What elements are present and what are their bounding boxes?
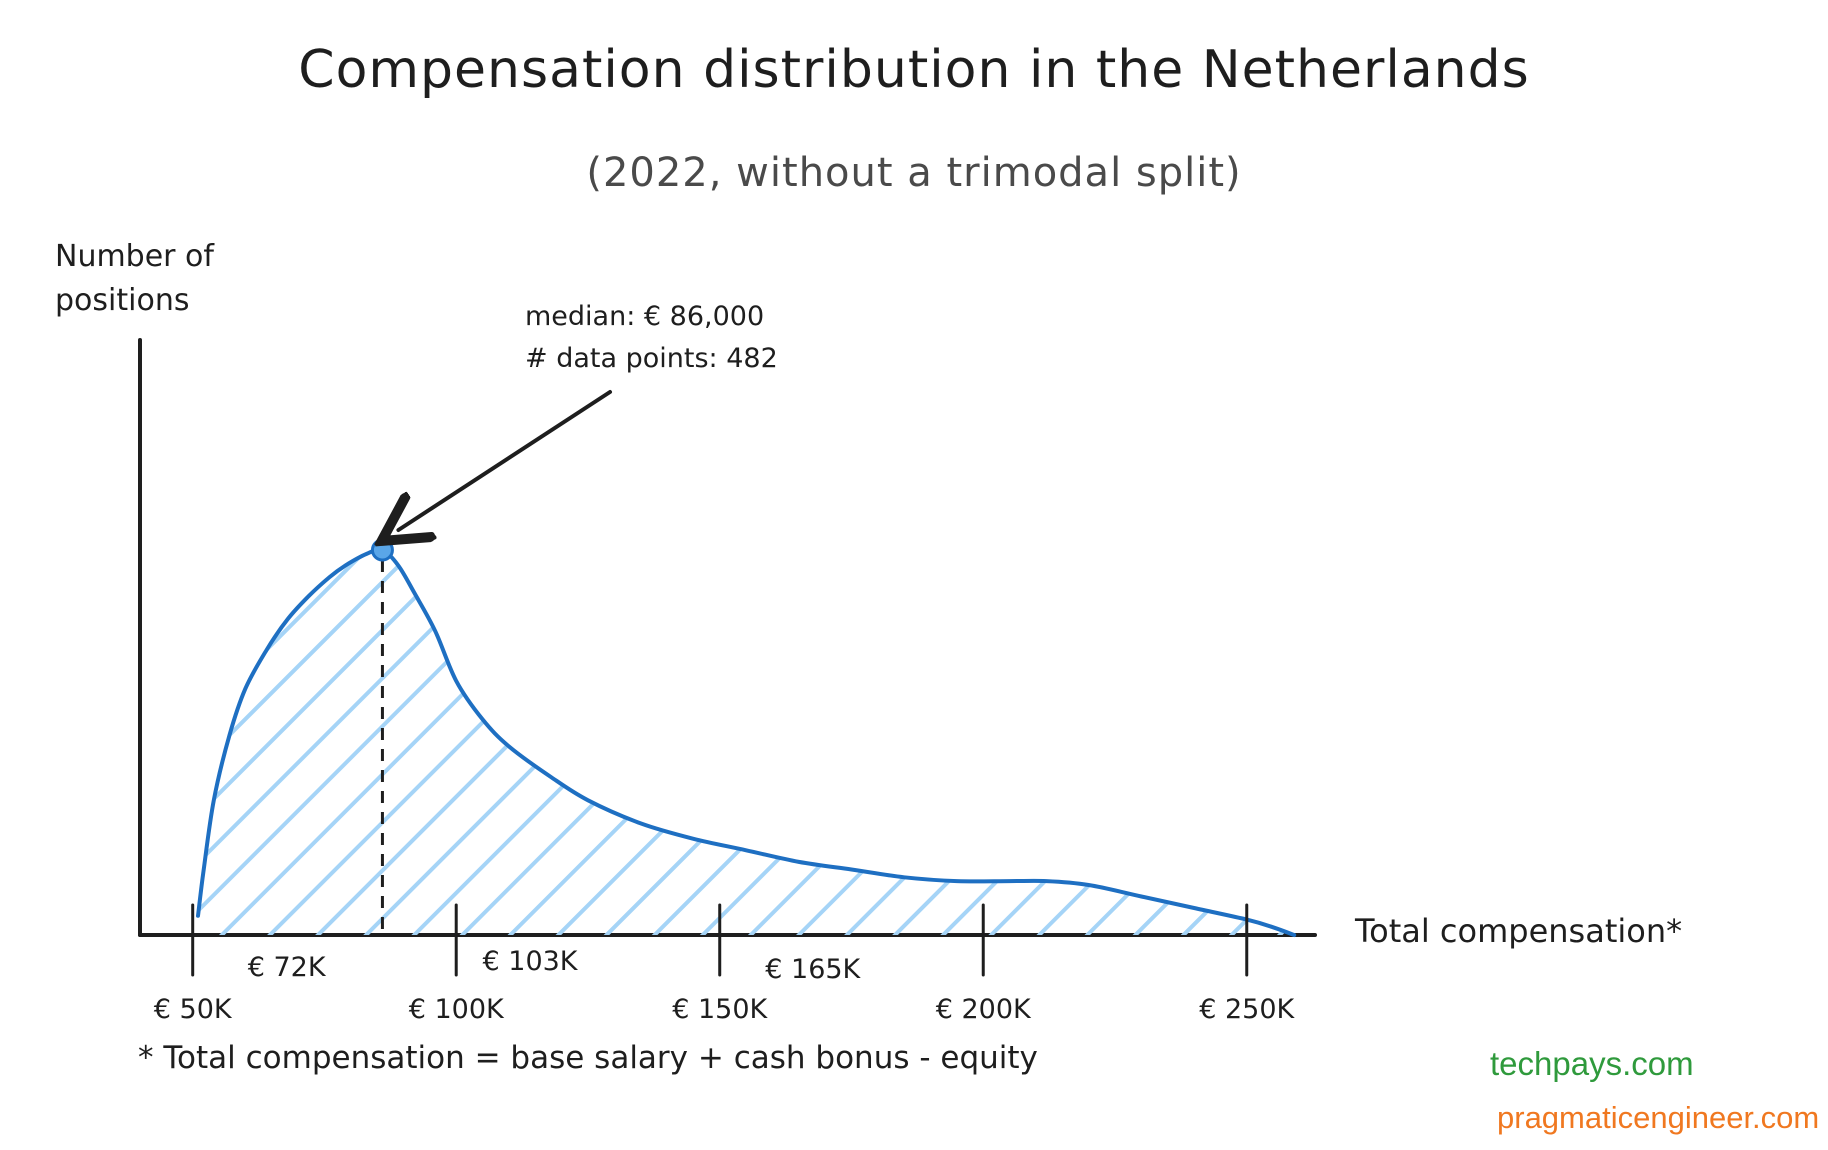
- median-annotation: median: € 86,000 # data points: 482: [525, 296, 778, 380]
- median-label: median: € 86,000: [525, 301, 765, 332]
- major-tick-label-1: € 100K: [409, 994, 505, 1025]
- major-tick-label-3: € 200K: [936, 994, 1032, 1025]
- minor-tick-label-0: € 72K: [248, 952, 327, 983]
- median-point: [370, 538, 394, 562]
- x-axis-label: Total compensation*: [1355, 912, 1683, 950]
- brand-pragmaticengineer: pragmaticengineer.com: [1497, 1100, 1820, 1135]
- major-tick-label-4: € 250K: [1199, 994, 1295, 1025]
- chart-title: Compensation distribution in the Netherl…: [298, 40, 1530, 100]
- major-tick-label-0: € 50K: [154, 994, 233, 1025]
- chart-subtitle: (2022, without a trimodal split): [586, 150, 1242, 196]
- median-arrow: [398, 390, 612, 530]
- minor-tick-label-1: € 103K: [483, 946, 579, 977]
- major-tick-label-2: € 150K: [672, 994, 768, 1025]
- minor-tick-label-2: € 165K: [765, 954, 861, 985]
- footnote: * Total compensation = base salary + cas…: [138, 1040, 1038, 1076]
- distribution-curve: [196, 547, 1297, 937]
- brand-techpays: techpays.com: [1490, 1045, 1694, 1082]
- data-points-label: # data points: 482: [525, 343, 778, 374]
- distribution-area-fill: [198, 549, 1295, 935]
- y-axis-label: Number of positions: [55, 239, 214, 318]
